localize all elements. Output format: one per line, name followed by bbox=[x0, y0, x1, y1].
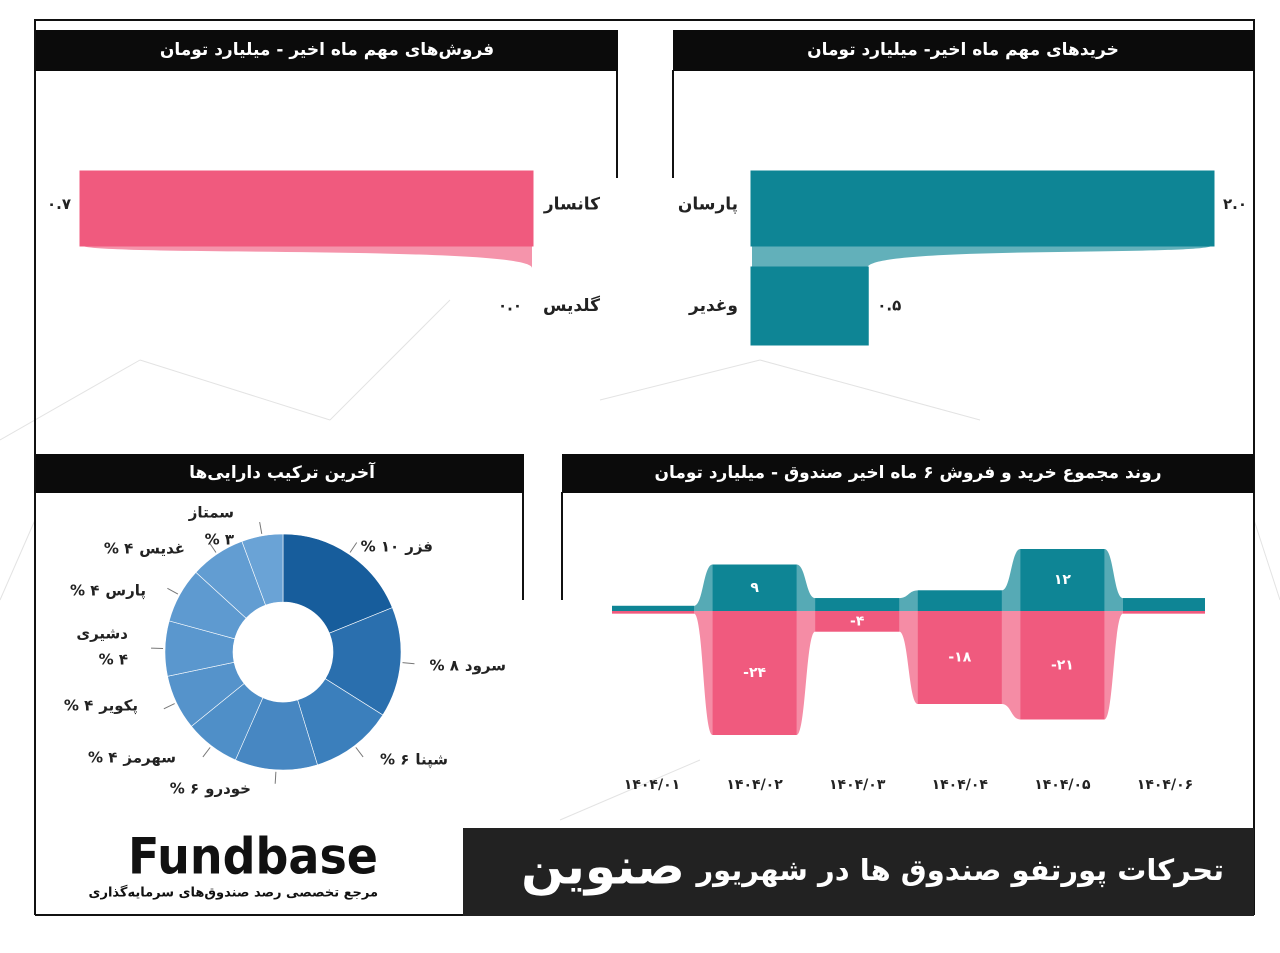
net-line bbox=[759, 359, 981, 421]
value-label: % ۱۰ bbox=[361, 538, 400, 556]
brand-tagline: مرجع تخصصی رصد صندوق‌های سرمایه‌گذاری bbox=[89, 885, 378, 901]
value-label: % ۶ bbox=[170, 780, 199, 798]
bar bbox=[750, 266, 869, 346]
bar bbox=[612, 605, 694, 611]
bar bbox=[712, 611, 797, 735]
category-label: پکویر bbox=[98, 697, 138, 716]
value-label: % ۴ bbox=[88, 749, 117, 767]
value-label: ۲.۰ bbox=[1223, 195, 1247, 213]
value-label: % ۴ bbox=[64, 697, 93, 715]
stream-band bbox=[612, 549, 1205, 611]
value-label: % ۴ bbox=[99, 651, 128, 669]
leader-line bbox=[202, 747, 211, 758]
category-label: کانسار bbox=[543, 195, 600, 215]
value-label: -۴ bbox=[850, 613, 865, 629]
value-label: ۱۲ bbox=[1054, 572, 1072, 588]
net-line bbox=[599, 359, 761, 401]
bar bbox=[917, 590, 1002, 611]
category-label: غدیس bbox=[139, 540, 185, 558]
category-label: دشیری bbox=[76, 625, 128, 643]
leader-line bbox=[402, 662, 415, 665]
footer-title: تحرکات پورتفو صندوق ها در شهریور bbox=[694, 853, 1224, 888]
category-label: شپنا bbox=[415, 751, 448, 770]
category-label: سهرمز bbox=[122, 749, 176, 767]
bar-connector bbox=[81, 245, 532, 268]
chart-title: فروش‌های مهم ماه اخیر - میلیارد تومان bbox=[160, 40, 494, 60]
value-label: % ۴ bbox=[104, 540, 133, 558]
leader-line bbox=[259, 521, 263, 534]
bar bbox=[1123, 611, 1205, 614]
header-bar bbox=[562, 454, 1254, 493]
bar bbox=[712, 564, 797, 611]
value-label: ۰.۷ bbox=[47, 195, 71, 213]
value-label: ۰.۵ bbox=[877, 297, 901, 315]
value-label: -۲۴ bbox=[743, 665, 766, 681]
bar bbox=[1020, 611, 1105, 720]
category-label: خودرو bbox=[204, 780, 251, 798]
fund-name: صنوین bbox=[521, 838, 685, 897]
chart-title: روند مجموع خرید و فروش ۶ ماه اخیر صندوق … bbox=[654, 463, 1161, 483]
background-network bbox=[0, 299, 1280, 821]
category-label: گلدیس bbox=[543, 295, 600, 316]
net-line bbox=[559, 759, 701, 821]
net-line bbox=[329, 299, 451, 421]
leader-line bbox=[349, 542, 358, 553]
chart-title: آخرین ترکیب دارایی‌ها bbox=[189, 461, 376, 483]
bar bbox=[815, 598, 900, 611]
header-bar bbox=[36, 454, 524, 493]
category-label: سرود bbox=[465, 657, 506, 675]
value-label: % ۴ bbox=[70, 582, 99, 600]
stream-band bbox=[612, 611, 1205, 735]
value-label: -۱۸ bbox=[948, 650, 971, 666]
net-line bbox=[0, 359, 141, 441]
leader-line bbox=[355, 747, 364, 758]
leader-line bbox=[163, 703, 175, 710]
value-label: ۹ bbox=[750, 580, 759, 596]
footer-box bbox=[463, 828, 1254, 916]
category-label: پارس bbox=[105, 582, 146, 601]
bar bbox=[815, 611, 900, 632]
bar-connector bbox=[752, 245, 1213, 268]
net-line bbox=[1253, 519, 1280, 601]
x-tick-label: ۱۴۰۴/۰۵ bbox=[1034, 777, 1091, 793]
bar bbox=[1020, 549, 1105, 611]
leader-line bbox=[208, 542, 217, 553]
value-label: % ۶ bbox=[380, 751, 409, 769]
category-label: فزر bbox=[404, 538, 433, 556]
header-bar bbox=[36, 30, 618, 71]
value-label: % ۸ bbox=[429, 657, 458, 675]
value-label: ۰.۰ bbox=[498, 297, 522, 315]
chart-title: خریدهای مهم ماه اخیر- میلیارد تومان bbox=[807, 40, 1119, 60]
bar bbox=[79, 170, 534, 247]
net-line bbox=[0, 519, 36, 601]
category-label: پارسان bbox=[678, 195, 738, 215]
bar bbox=[917, 611, 1002, 704]
x-tick-label: ۱۴۰۴/۰۳ bbox=[829, 777, 886, 793]
x-tick-label: ۱۴۰۴/۰۱ bbox=[624, 777, 680, 793]
value-label: -۲۱ bbox=[1051, 657, 1074, 673]
bar bbox=[1123, 598, 1205, 611]
donut-slice bbox=[241, 533, 284, 606]
category-label: وغدیر bbox=[688, 296, 738, 316]
x-tick-label: ۱۴۰۴/۰۶ bbox=[1137, 777, 1193, 793]
net-line bbox=[139, 359, 331, 421]
value-label: % ۳ bbox=[205, 531, 234, 549]
bar bbox=[750, 170, 1215, 247]
leader-line bbox=[167, 587, 179, 595]
bar bbox=[612, 611, 694, 614]
header-bar bbox=[673, 30, 1254, 71]
brand-logo: Fundbase bbox=[128, 828, 378, 886]
donut-slice bbox=[282, 533, 393, 634]
leader-line bbox=[274, 771, 277, 784]
x-tick-label: ۱۴۰۴/۰۴ bbox=[932, 777, 989, 793]
category-label: سمتاز bbox=[188, 504, 234, 522]
x-tick-label: ۱۴۰۴/۰۲ bbox=[726, 777, 783, 793]
